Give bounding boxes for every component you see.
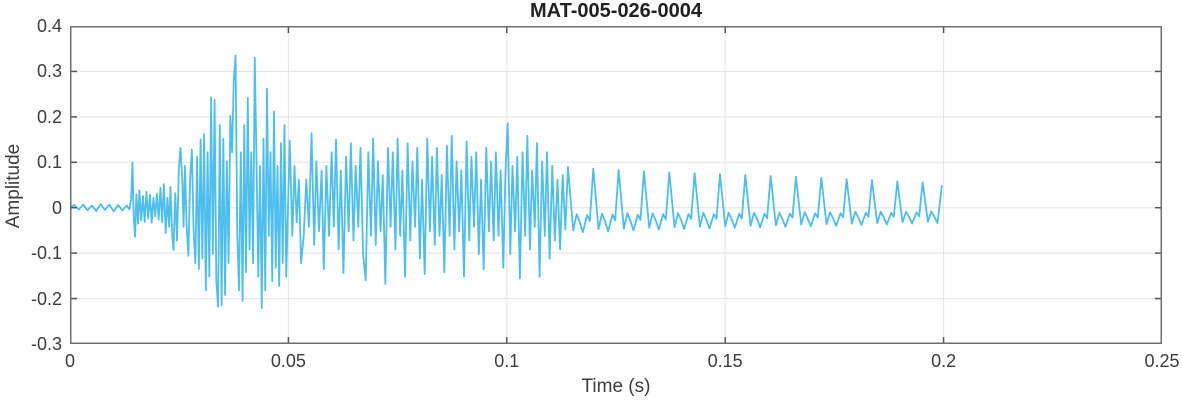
chart-title: MAT-005-026-0004 xyxy=(530,0,702,22)
x-tick-label: 0.05 xyxy=(270,351,306,371)
axes-box xyxy=(70,26,1162,344)
x-tick-label: 0.2 xyxy=(931,351,957,371)
y-axis-label: Amplitude xyxy=(3,143,24,229)
y-tick-label: 0.3 xyxy=(36,61,62,82)
y-tick-label: -0.1 xyxy=(30,243,62,264)
y-tick-label: 0.1 xyxy=(36,152,62,173)
y-tick-label: -0.2 xyxy=(30,288,62,309)
plot-area xyxy=(70,26,1162,344)
y-tick-label: 0.2 xyxy=(36,106,62,127)
x-axis-label: Time (s) xyxy=(581,376,651,397)
y-tick-label: -0.3 xyxy=(30,334,62,354)
y-tick-label: 0.4 xyxy=(36,16,62,36)
waveform-line xyxy=(70,54,943,310)
x-tick-label: 0 xyxy=(64,351,76,371)
y-tick-label: 0 xyxy=(51,197,62,218)
x-tick-label: 0.1 xyxy=(494,351,520,371)
x-tick-label: 0.25 xyxy=(1144,351,1180,371)
x-tick-label: 0.15 xyxy=(707,351,743,371)
